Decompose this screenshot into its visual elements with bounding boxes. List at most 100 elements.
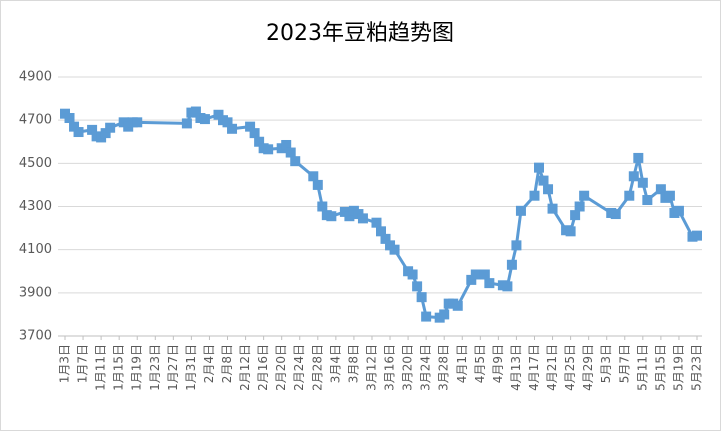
x-tick-label: 3月28日	[437, 344, 451, 391]
marker	[285, 147, 296, 158]
x-tick-label: 3月16日	[383, 344, 397, 391]
marker	[344, 211, 355, 222]
marker	[452, 300, 463, 311]
marker	[376, 226, 386, 237]
marker	[416, 292, 427, 303]
x-tick-label: 5月23日	[690, 344, 704, 391]
x-tick-label: 2月4日	[202, 344, 216, 383]
marker	[357, 213, 368, 224]
marker	[389, 244, 400, 255]
marker	[655, 184, 666, 195]
x-tick-label: 4月13日	[509, 344, 523, 391]
marker	[87, 124, 98, 135]
x-tick-label: 4月29日	[581, 344, 595, 391]
marker	[628, 171, 639, 182]
x-tick-label: 1月19日	[130, 344, 144, 391]
x-tick-label: 1月27日	[166, 344, 180, 391]
x-tick-label: 2月8日	[220, 344, 234, 383]
x-tick-label: 1月3日	[58, 344, 72, 383]
marker	[190, 106, 201, 117]
marker	[105, 122, 116, 133]
marker	[610, 209, 621, 220]
y-tick-label: 4100	[19, 242, 52, 257]
x-tick-label: 3月12日	[364, 344, 378, 391]
marker	[534, 162, 544, 173]
marker	[506, 259, 517, 270]
marker	[570, 210, 581, 221]
marker	[412, 281, 423, 292]
x-tick-label: 5月19日	[671, 344, 685, 391]
marker	[380, 233, 391, 244]
marker	[64, 113, 75, 124]
marker	[511, 240, 522, 251]
x-tick-label: 3月20日	[401, 344, 415, 391]
marker	[132, 117, 143, 128]
x-tick-label: 3月4日	[328, 344, 342, 383]
x-tick-label: 5月11日	[635, 344, 649, 391]
x-tick-label: 1月31日	[184, 344, 198, 391]
marker	[470, 269, 481, 280]
marker	[222, 117, 233, 128]
marker	[543, 184, 554, 195]
marker	[407, 269, 418, 280]
x-tick-label: 4月9日	[491, 344, 505, 383]
marker	[637, 177, 648, 188]
x-tick-label: 4月1日	[455, 344, 469, 383]
marker	[565, 226, 576, 237]
marker	[100, 128, 111, 139]
y-tick-label: 4300	[19, 199, 52, 214]
marker	[579, 190, 590, 201]
x-tick-label: 1月7日	[76, 344, 90, 383]
marker	[199, 114, 210, 125]
x-tick-label: 5月7日	[617, 344, 631, 383]
marker	[538, 175, 549, 186]
marker	[181, 118, 192, 129]
x-tick-label: 1月15日	[112, 344, 126, 391]
x-tick-label: 5月3日	[599, 344, 613, 383]
chart-title: 2023年豆粕趋势图	[266, 21, 454, 46]
marker	[317, 201, 328, 212]
marker	[254, 136, 265, 147]
marker	[642, 195, 653, 206]
marker	[692, 230, 702, 241]
marker	[502, 281, 513, 292]
marker	[245, 121, 256, 132]
x-tick-label: 3月24日	[419, 344, 433, 391]
y-tick-label: 3900	[19, 285, 52, 300]
marker	[515, 205, 526, 216]
marker	[371, 217, 382, 228]
y-tick-label: 4700	[19, 113, 52, 128]
x-tick-label: 2月20日	[274, 344, 288, 391]
marker	[326, 211, 337, 222]
x-tick-label: 1月11日	[94, 344, 108, 391]
y-tick-label: 4500	[19, 156, 52, 171]
x-tick-label: 4月17日	[527, 344, 541, 391]
marker	[574, 201, 585, 212]
y-tick-label: 4900	[19, 70, 52, 85]
marker	[547, 203, 558, 214]
marker	[73, 127, 84, 138]
marker	[312, 179, 323, 190]
marker	[421, 311, 432, 322]
x-tick-label: 1月23日	[148, 344, 162, 391]
x-tick-label: 4月5日	[473, 344, 487, 383]
y-tick-label: 3700	[19, 329, 52, 344]
marker	[290, 156, 301, 167]
marker	[529, 190, 540, 201]
marker	[484, 278, 495, 289]
marker	[439, 309, 450, 320]
marker	[624, 190, 635, 201]
x-tick-label: 2月12日	[238, 344, 252, 391]
marker	[308, 171, 319, 182]
marker	[633, 152, 644, 163]
marker	[249, 128, 260, 139]
x-tick-label: 2月24日	[292, 344, 306, 391]
x-tick-label: 3月8日	[346, 344, 360, 383]
x-tick-label: 5月15日	[653, 344, 667, 391]
x-tick-label: 4月25日	[563, 344, 577, 391]
x-tick-label: 4月21日	[545, 344, 559, 391]
marker	[664, 190, 675, 201]
marker	[673, 205, 684, 216]
marker	[263, 144, 274, 155]
